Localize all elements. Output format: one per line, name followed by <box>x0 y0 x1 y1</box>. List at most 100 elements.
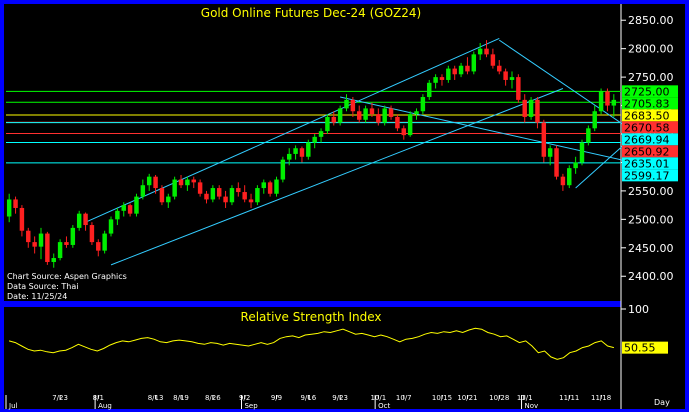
candle-body <box>45 233 50 263</box>
level-label: 2683.50 <box>624 109 670 122</box>
candle-body <box>261 182 266 189</box>
time-axis-tick-label: 9/2 <box>239 394 250 402</box>
candle-body <box>592 111 597 129</box>
price-plot-area <box>4 4 621 301</box>
trend-line <box>110 88 564 266</box>
candle-body <box>503 71 508 80</box>
candle-body <box>535 99 540 123</box>
candle-body <box>452 68 457 75</box>
candle-body <box>57 242 63 259</box>
candle-body <box>312 136 317 143</box>
time-axis-tick-label: 10/28 <box>489 394 509 402</box>
candle-body <box>357 111 362 120</box>
candle-body <box>433 77 438 83</box>
time-axis-tick-label: 11/18 <box>591 394 611 402</box>
candle-body <box>490 54 496 66</box>
trend-line <box>498 39 646 141</box>
candle-body <box>388 108 394 117</box>
candle-body <box>427 82 432 98</box>
candle-body <box>236 188 241 193</box>
rsi-series-line <box>8 327 615 360</box>
time-axis-tick-label: 9/9 <box>271 394 282 402</box>
time-axis-tick-label: 9/16 <box>300 394 316 402</box>
candle-body <box>134 196 139 214</box>
candle-body <box>223 196 228 203</box>
price-axis-tick-label: 2400.00 <box>628 270 674 283</box>
candle-body <box>579 142 585 163</box>
candle-body <box>286 153 292 160</box>
price-axis-tick-label: 2850.00 <box>628 14 674 27</box>
candle-body <box>605 91 610 106</box>
level-label-box <box>622 133 678 146</box>
candle-body <box>586 128 591 143</box>
candle-body <box>102 233 107 251</box>
candle-body <box>471 54 477 72</box>
candle-body <box>414 111 419 115</box>
candle-body <box>318 131 324 137</box>
candle-body <box>484 48 489 55</box>
level-label: 2650.92 <box>624 145 670 158</box>
price-chart-title: Gold Online Futures Dec-24 (GOZ24) <box>201 6 421 20</box>
candle-body <box>185 179 190 186</box>
time-axis-area <box>4 395 621 409</box>
level-label-box <box>622 121 678 134</box>
candle-body <box>567 168 572 186</box>
level-label-box <box>622 169 678 182</box>
candle-body <box>267 182 273 194</box>
month-label: Aug <box>98 402 112 410</box>
candle-body <box>153 176 158 189</box>
candle-body <box>611 99 617 106</box>
candle-body <box>19 207 25 231</box>
candle-body <box>26 230 31 243</box>
candle-body <box>306 142 311 157</box>
candle-body <box>159 188 165 203</box>
level-label: 2705.83 <box>624 97 670 110</box>
price-axis-tick-label: 2450.00 <box>628 242 674 255</box>
candle-body <box>395 116 400 129</box>
candle-body <box>376 114 381 123</box>
candle-body <box>32 242 37 247</box>
candle-body <box>13 199 18 208</box>
rsi-last-value-label: 50.55 <box>624 342 656 355</box>
candle-body <box>89 225 95 243</box>
time-axis-tick-label: 10/15 <box>432 394 452 402</box>
candle-body <box>255 188 260 203</box>
candle-body <box>446 68 451 80</box>
candle-body <box>210 188 216 200</box>
candle-body <box>146 176 152 186</box>
chart-source-text: Chart Source: Aspen Graphics <box>7 272 127 281</box>
candle-body <box>337 108 343 123</box>
level-label-box <box>622 109 678 122</box>
candle-body <box>325 116 330 132</box>
candle-body <box>439 77 445 80</box>
time-unit-label: Day <box>654 398 670 407</box>
candle-body <box>38 233 44 247</box>
price-axis-tick-label: 2750.00 <box>628 71 674 84</box>
rsi-last-value-box <box>622 341 668 354</box>
candle-body <box>458 65 464 75</box>
level-label-box <box>622 97 678 110</box>
time-axis-tick-label: 10/21 <box>457 394 477 402</box>
level-label: 2670.58 <box>624 121 670 134</box>
candle-body <box>83 213 88 226</box>
candle-body <box>70 227 76 245</box>
candle-body <box>216 188 222 197</box>
data-source-text: Data Source: Thai <box>7 282 78 291</box>
month-label: Oct <box>378 402 390 410</box>
time-axis-tick-label: 8/1 <box>93 394 104 402</box>
month-label: Sep <box>244 402 258 410</box>
candle-body <box>166 196 171 203</box>
candle-body <box>497 65 502 72</box>
candle-body <box>363 108 368 120</box>
candle-body <box>420 97 426 112</box>
time-axis-tick-label: 10/1 <box>370 394 386 402</box>
candle-body <box>573 162 578 169</box>
candle-body <box>242 192 247 200</box>
candle-body <box>547 148 553 157</box>
candle-body <box>509 77 515 80</box>
candle-body <box>274 179 279 194</box>
level-label-box <box>622 85 678 98</box>
candle-body <box>522 99 527 117</box>
candle-body <box>382 108 387 123</box>
